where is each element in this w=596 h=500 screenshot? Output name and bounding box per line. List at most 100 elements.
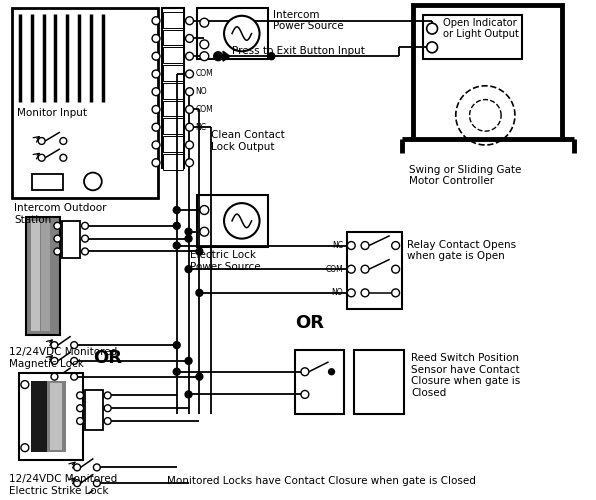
Circle shape [71,358,77,364]
Circle shape [152,106,160,114]
Circle shape [152,52,160,60]
Circle shape [77,392,83,399]
Bar [31,380,46,452]
Text: Monitor Input: Monitor Input [17,108,87,118]
Bar [85,390,103,430]
Bar [423,15,522,59]
Circle shape [224,203,259,238]
Circle shape [224,16,259,52]
Circle shape [21,380,29,388]
Text: Relay Contact Opens
when gate is Open: Relay Contact Opens when gate is Open [408,240,517,261]
Circle shape [185,70,194,78]
Circle shape [347,242,355,250]
Bar [12,8,158,198]
Circle shape [427,42,437,53]
Circle shape [173,222,180,230]
Circle shape [51,358,58,364]
Circle shape [185,266,192,272]
Circle shape [54,235,61,242]
Text: COM: COM [195,105,213,114]
Bar [32,174,63,190]
Circle shape [84,172,102,190]
Circle shape [60,154,67,161]
Circle shape [82,248,88,255]
Bar [19,372,83,460]
Circle shape [200,206,209,214]
Circle shape [361,242,369,250]
Circle shape [94,480,100,486]
Bar [163,12,182,28]
Text: 12/24VDC Monitored
Electric Strike Lock: 12/24VDC Monitored Electric Strike Lock [9,474,117,496]
Circle shape [152,141,160,149]
Circle shape [200,228,209,236]
Bar [162,8,184,168]
Circle shape [60,138,67,144]
Circle shape [196,248,203,255]
Circle shape [51,373,58,380]
Circle shape [185,228,192,235]
Circle shape [82,235,88,242]
Bar [63,221,80,258]
Bar [163,118,182,134]
Circle shape [38,154,45,161]
Circle shape [94,496,100,500]
Circle shape [71,342,77,348]
Text: 12/24VDC Monitored
Magnetic Lock: 12/24VDC Monitored Magnetic Lock [9,347,117,368]
Bar [347,232,402,308]
Bar [163,136,182,152]
Circle shape [74,464,80,471]
Circle shape [392,289,399,297]
Circle shape [152,88,160,96]
Circle shape [185,235,192,242]
Circle shape [21,444,29,452]
Bar [197,195,268,246]
Circle shape [301,390,309,398]
Text: Electric Lock
Power Source: Electric Lock Power Source [190,250,260,272]
Text: COM: COM [325,264,343,274]
Circle shape [77,418,83,424]
Circle shape [71,373,77,380]
Bar [46,380,66,452]
Bar [163,100,182,116]
Text: Intercom Outdoor
Station: Intercom Outdoor Station [14,203,107,224]
Text: Intercom
Power Source: Intercom Power Source [274,10,344,32]
Text: OR: OR [93,349,122,367]
Bar [197,8,268,59]
Circle shape [152,34,160,42]
Circle shape [104,418,111,424]
Circle shape [361,289,369,297]
Circle shape [185,34,194,42]
Circle shape [185,88,194,96]
Circle shape [427,23,437,34]
Circle shape [104,405,111,411]
Text: COM: COM [195,70,213,78]
Circle shape [54,248,61,255]
Circle shape [196,373,203,380]
Bar [163,154,182,170]
Circle shape [173,368,180,375]
Circle shape [173,342,180,348]
Text: Open Indicator
or Light Output: Open Indicator or Light Output [443,18,519,40]
Circle shape [200,40,209,49]
Circle shape [185,106,194,114]
Circle shape [152,124,160,131]
Text: NO: NO [195,87,207,96]
Text: Press to Exit Button Input: Press to Exit Button Input [232,46,365,56]
Circle shape [104,392,111,399]
Circle shape [185,17,194,24]
Circle shape [347,289,355,297]
Polygon shape [223,52,230,61]
Bar [414,5,562,139]
Bar [163,83,182,98]
Text: Reed Switch Position
Sensor have Contact
Closure when gate is
Closed: Reed Switch Position Sensor have Contact… [411,353,521,398]
Text: Swing or Sliding Gate
Motor Controller: Swing or Sliding Gate Motor Controller [409,164,522,186]
Bar [163,48,182,63]
Circle shape [185,358,192,364]
Circle shape [54,222,61,230]
Bar [163,65,182,81]
Circle shape [38,138,45,144]
Circle shape [196,290,203,296]
Circle shape [268,53,275,60]
Bar [295,350,344,414]
Bar [31,221,40,332]
